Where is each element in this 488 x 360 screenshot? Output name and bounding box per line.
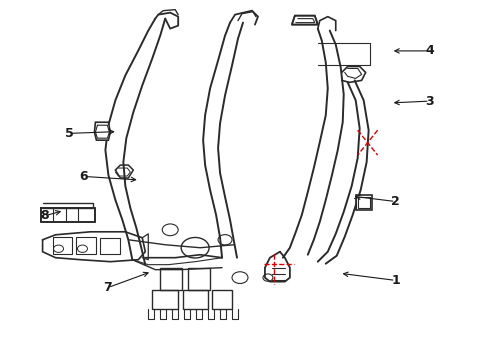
Polygon shape [41, 208, 95, 222]
Text: 6: 6 [79, 170, 88, 183]
Text: 2: 2 [390, 195, 399, 208]
Text: 1: 1 [390, 274, 399, 287]
Text: 3: 3 [425, 95, 433, 108]
Text: 4: 4 [425, 44, 433, 57]
Polygon shape [291, 15, 317, 24]
Polygon shape [94, 122, 110, 140]
Text: 7: 7 [103, 281, 112, 294]
Polygon shape [355, 195, 371, 210]
Text: 8: 8 [40, 210, 49, 222]
Text: 5: 5 [64, 127, 73, 140]
